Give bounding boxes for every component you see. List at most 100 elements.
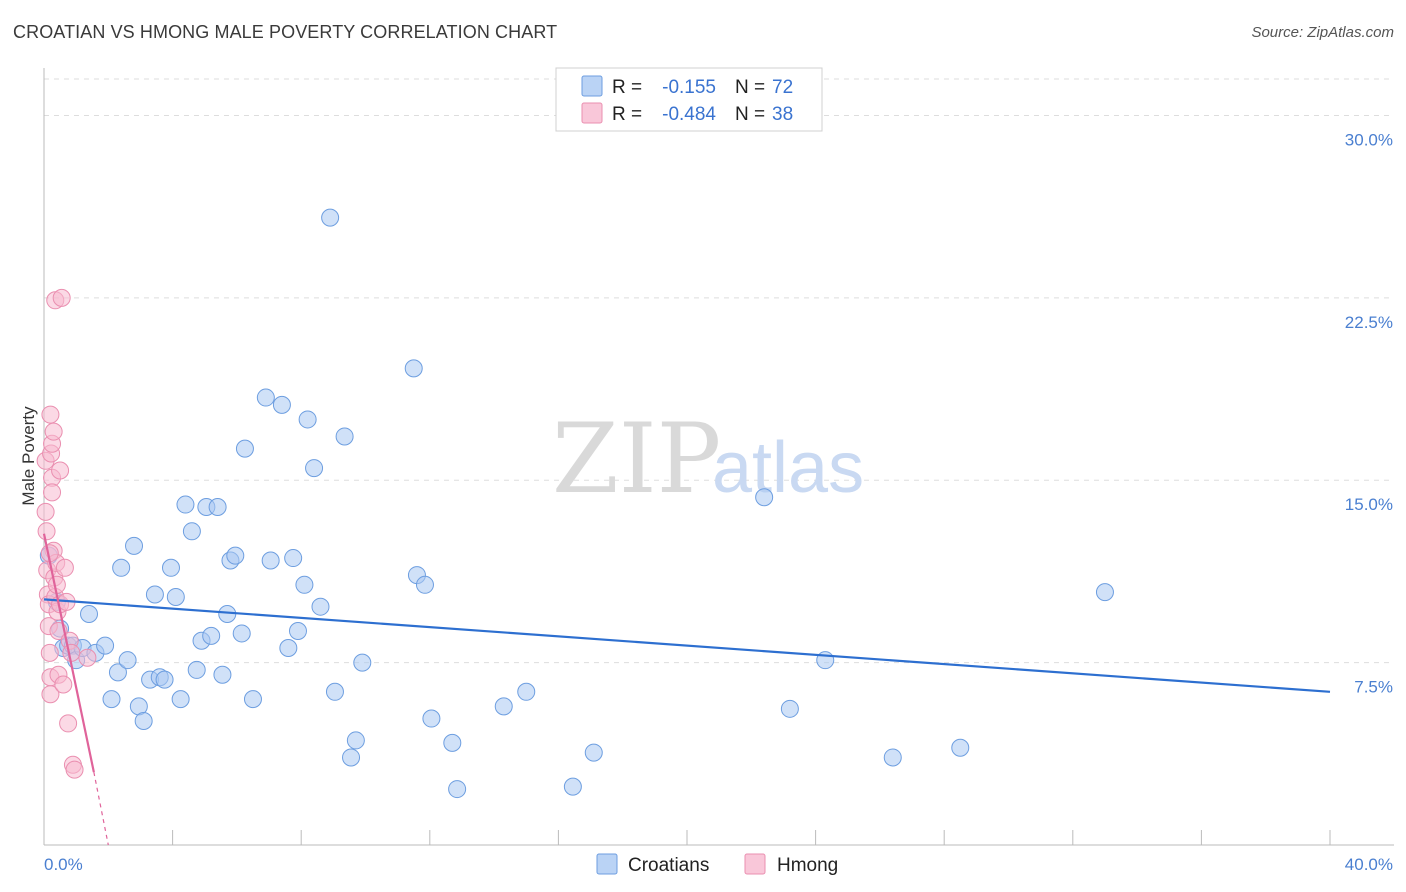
- hmong-point-9: [41, 685, 60, 704]
- croatians-point-55: [404, 359, 423, 378]
- croatians-point-37: [235, 439, 254, 458]
- croatians-point-59: [443, 733, 462, 752]
- croatians-point-64: [584, 743, 603, 762]
- series-legend: Croatians Hmong: [596, 853, 838, 876]
- croatians-point-69: [951, 738, 970, 757]
- croatians-point-11: [102, 690, 121, 709]
- hmong-point-15: [44, 422, 63, 441]
- croatians-point-24: [171, 690, 190, 709]
- croatians-point-62: [517, 682, 536, 701]
- croatians-point-66: [780, 699, 799, 718]
- croatians-point-8: [80, 604, 99, 623]
- croatians-point-41: [272, 395, 291, 414]
- hmong-point-7: [40, 643, 59, 662]
- legend-swatch-croatians: [581, 75, 603, 97]
- croatians-point-52: [342, 748, 361, 767]
- hmong-point-31: [59, 714, 78, 733]
- croatians-point-17: [134, 711, 153, 730]
- croatians-point-54: [353, 653, 372, 672]
- croatians-point-13: [112, 558, 131, 577]
- croatians-point-14: [118, 651, 137, 670]
- y-axis-label: Male Poverty: [19, 406, 38, 506]
- watermark-atlas: atlas: [712, 428, 864, 508]
- hmong-point-13: [43, 483, 62, 502]
- hmong-point-2: [37, 522, 56, 541]
- croatians-point-48: [311, 597, 330, 616]
- croatians-point-36: [232, 624, 251, 643]
- legend-n-value-2: 38: [772, 104, 793, 125]
- croatians-point-50: [325, 682, 344, 701]
- legend-n-label-1: N =: [735, 77, 765, 98]
- croatians-point-70: [1095, 583, 1114, 602]
- watermark: ZIP atlas: [552, 403, 864, 515]
- croatians-point-19: [145, 585, 164, 604]
- croatians-point-35: [226, 546, 245, 565]
- hmong-trend-extension: [93, 771, 109, 846]
- croatians-point-40: [261, 551, 280, 570]
- croatians-point-51: [335, 427, 354, 446]
- croatians-point-39: [256, 388, 275, 407]
- croatians-point-42: [279, 639, 298, 658]
- hmong-point-28: [54, 675, 73, 694]
- legend-n-label-2: N =: [735, 104, 765, 125]
- croatians-point-21: [155, 670, 174, 689]
- chart-title: CROATIAN VS HMONG MALE POVERTY CORRELATI…: [13, 22, 558, 42]
- legend-r-label-2: R =: [612, 104, 642, 125]
- hmong-trend-line: [42, 533, 95, 773]
- hmong-point-10: [41, 405, 60, 424]
- hmong-points: [36, 288, 97, 779]
- croatians-point-58: [422, 709, 441, 728]
- croatians-point-22: [161, 558, 180, 577]
- croatians-point-53: [346, 731, 365, 750]
- croatians-point-44: [288, 622, 307, 641]
- croatians-point-32: [213, 665, 232, 684]
- hmong-point-33: [62, 643, 81, 662]
- series-legend-hmong: Hmong: [777, 855, 838, 876]
- legend-n-value-1: 72: [772, 77, 793, 98]
- hmong-point-35: [65, 760, 84, 779]
- croatians-point-63: [563, 777, 582, 796]
- x-tick-marks: [43, 830, 1331, 845]
- hmong-point-36: [78, 648, 97, 667]
- croatians-point-57: [415, 575, 434, 594]
- watermark-zip: ZIP: [552, 403, 721, 515]
- legend-r-label-1: R =: [612, 77, 642, 98]
- croatians-point-26: [182, 522, 201, 541]
- x-tick-label-min: 0.0%: [44, 855, 83, 874]
- croatians-trend-line: [43, 598, 1331, 693]
- croatians-point-47: [305, 459, 324, 478]
- hmong-point-1: [36, 502, 55, 521]
- croatians-point-15: [125, 536, 144, 555]
- croatians-point-12: [108, 663, 127, 682]
- legend-r-value-1: -0.155: [662, 77, 716, 98]
- legend-r-value-2: -0.484: [662, 104, 716, 125]
- y-tick-labels: 7.5% 15.0% 22.5% 30.0%: [1345, 130, 1393, 696]
- croatians-point-45: [295, 575, 314, 594]
- croatians-point-60: [448, 780, 467, 799]
- series-legend-swatch-croatians: [596, 853, 618, 875]
- croatians-point-38: [243, 690, 262, 709]
- croatians-point-31: [208, 497, 227, 516]
- hmong-point-27: [52, 288, 71, 307]
- trend-lines: [42, 533, 1331, 846]
- series-legend-croatians: Croatians: [628, 855, 709, 876]
- croatians-point-61: [494, 697, 513, 716]
- croatians-point-65: [755, 488, 774, 507]
- hmong-point-29: [55, 558, 74, 577]
- croatians-point-43: [284, 549, 303, 568]
- source-label: Source: ZipAtlas.com: [1251, 24, 1394, 41]
- hmong-point-25: [51, 461, 70, 480]
- y-tick-label-3: 30.0%: [1345, 130, 1393, 149]
- croatians-point-30: [202, 626, 221, 645]
- croatians-point-49: [321, 208, 340, 227]
- correlation-legend: R = -0.155 N = 72 R = -0.484 N = 38: [555, 67, 823, 132]
- croatians-point-23: [166, 587, 185, 606]
- croatians-point-27: [187, 660, 206, 679]
- croatians-point-46: [298, 410, 317, 429]
- series-legend-swatch-hmong: [744, 853, 766, 875]
- y-tick-label-0: 7.5%: [1354, 678, 1393, 697]
- legend-swatch-hmong: [581, 102, 603, 124]
- croatians-point-10: [96, 636, 115, 655]
- y-tick-label-1: 15.0%: [1345, 495, 1393, 514]
